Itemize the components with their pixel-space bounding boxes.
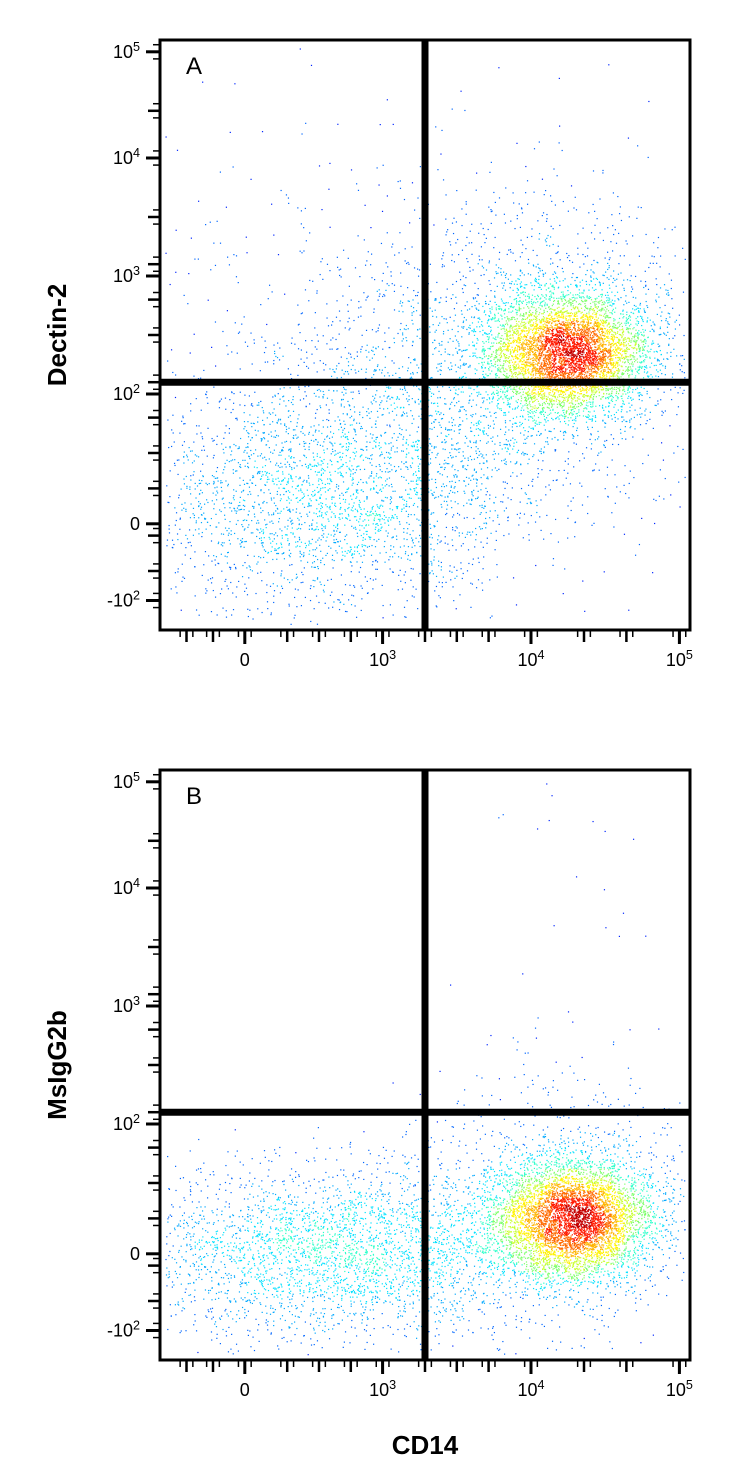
facs-plot-A: 0103104105-1020102103104105ADectin-2 (40, 30, 710, 700)
y-axis-label: MsIgG2b (42, 1010, 72, 1120)
y-axis-label: Dectin-2 (42, 284, 72, 387)
facs-plot-B: 0103104105-1020102103104105BMsIgG2b (40, 760, 710, 1430)
figure-page: 0103104105-1020102103104105ADectin-2 010… (0, 0, 737, 1464)
panel-label: B (186, 783, 202, 810)
panel-label: A (186, 53, 202, 80)
x-axis-label: CD14 (160, 1430, 690, 1461)
